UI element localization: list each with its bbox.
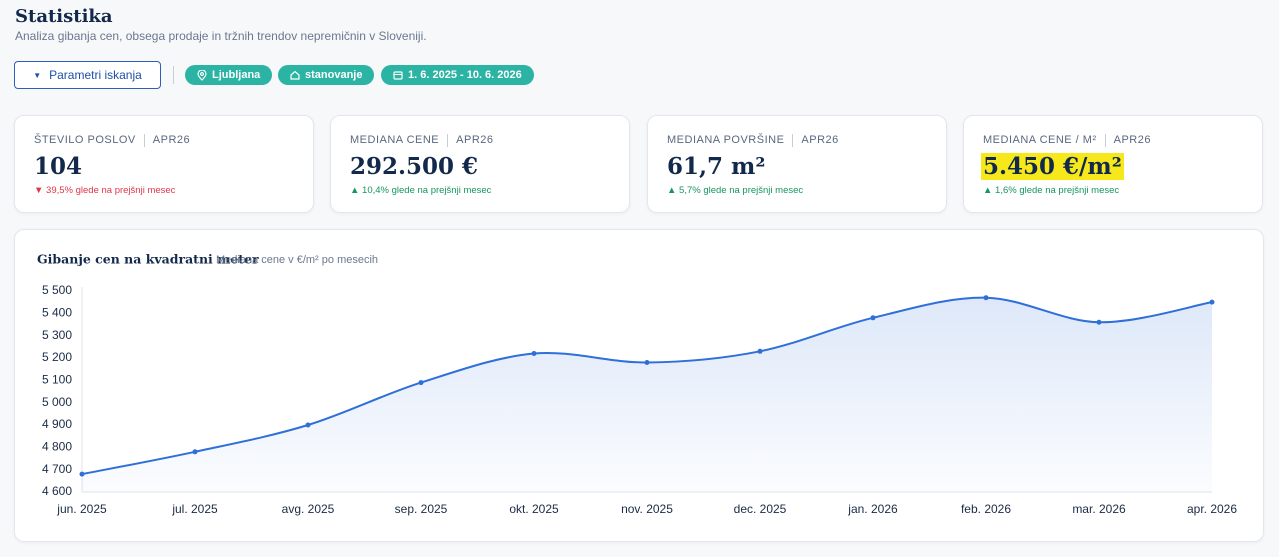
home-icon	[290, 70, 300, 80]
separator	[792, 134, 794, 147]
point	[870, 315, 876, 321]
y-tick-label: 4 900	[42, 417, 72, 431]
chart-title: Gibanje cen na kvadratni meter	[37, 252, 259, 267]
button-label: Parametri iskanja	[49, 68, 142, 82]
x-tick-label: feb. 2026	[961, 502, 1011, 516]
x-tick-label: jul. 2025	[171, 502, 218, 516]
kpi-value: 292.500 €	[350, 153, 479, 180]
x-tick-label: avg. 2025	[282, 502, 335, 516]
calendar-icon	[393, 71, 403, 80]
kpi-value: 61,7 m²	[667, 153, 766, 180]
point	[644, 359, 650, 365]
pill-label: 1. 6. 2025 - 10. 6. 2026	[408, 69, 522, 81]
date-pill[interactable]: 1. 6. 2025 - 10. 6. 2026	[381, 65, 534, 85]
kpi-period: APR26	[152, 134, 191, 146]
chart-subtitle: Mediana cene v €/m² po mesecih	[216, 254, 378, 266]
point	[418, 380, 424, 386]
kpi-label: MEDIANA POVRŠINE	[667, 134, 785, 146]
kpi-value: 5.450 €/m²	[981, 153, 1124, 180]
separator	[447, 134, 449, 147]
kpi-label: ŠTEVILO POSLOV	[34, 134, 136, 146]
kpi-change: ▲ 1,6% glede na prejšnji mesec	[983, 185, 1120, 196]
separator	[1104, 134, 1106, 147]
kpi-card: MEDIANA CENE APR26 292.500 € ▲ 10,4% glede …	[330, 115, 630, 213]
location-pill[interactable]: Ljubljana	[185, 65, 273, 85]
y-tick-label: 5 300	[42, 328, 72, 342]
kpi-change: ▲ 5,7% glede na prejšnji mesec	[667, 185, 804, 196]
x-tick-label: okt. 2025	[509, 502, 559, 516]
y-tick-label: 4 700	[42, 462, 72, 476]
x-tick-label: apr. 2026	[1187, 502, 1237, 516]
kpi-card: MEDIANA POVRŠINE APR26 61,7 m² ▲ 5,7% glede…	[647, 115, 947, 213]
kpi-value: 104	[34, 153, 83, 180]
kpi-header: MEDIANA CENE APR26	[350, 134, 494, 147]
kpi-header: ŠTEVILO POSLOV APR26	[34, 134, 190, 147]
kpi-card: ŠTEVILO POSLOV APR26 104 ▼ 39,5% glede na p…	[14, 115, 314, 213]
x-tick-label: sep. 2025	[395, 502, 448, 516]
kpi-change: ▲ 10,4% glede na prejšnji mesec	[350, 185, 492, 196]
pill-label: stanovanje	[305, 69, 363, 81]
x-tick-label: mar. 2026	[1072, 502, 1126, 516]
point	[983, 295, 989, 301]
search-params-button[interactable]: ▼ Parametri iskanja	[14, 61, 161, 89]
kpi-header: MEDIANA CENE / M² APR26	[983, 134, 1151, 147]
y-tick-label: 5 500	[42, 283, 72, 297]
kpi-change: ▼ 39,5% glede na prejšnji mesec	[34, 185, 176, 196]
y-tick-label: 5 100	[42, 373, 72, 387]
point	[1096, 319, 1102, 325]
kpi-period: APR26	[456, 134, 494, 146]
kpi-card: MEDIANA CENE / M² APR26 5.450 €/m² ▲ 1,6% g…	[963, 115, 1263, 213]
point	[79, 471, 85, 477]
point	[1209, 299, 1215, 305]
pill-label: Ljubljana	[212, 69, 261, 81]
separator	[143, 134, 145, 147]
y-tick-label: 5 200	[42, 350, 72, 364]
kpi-header: MEDIANA POVRŠINE APR26	[667, 134, 839, 147]
area	[82, 297, 1212, 492]
x-tick-label: jun. 2025	[56, 502, 107, 516]
point	[305, 422, 311, 428]
y-tick-label: 5 400	[42, 306, 72, 320]
page-subtitle: Analiza gibanja cen, obsega prodaje in t…	[15, 29, 427, 43]
kpi-label: MEDIANA CENE / M²	[983, 134, 1097, 146]
separator	[173, 66, 174, 84]
kpi-label: MEDIANA CENE	[350, 134, 440, 146]
point	[531, 351, 537, 357]
y-tick-label: 4 600	[42, 484, 72, 498]
type-pill[interactable]: stanovanje	[278, 65, 375, 85]
pin-icon	[197, 69, 207, 81]
kpi-period: APR26	[1113, 134, 1151, 146]
page-title: Statistika	[15, 6, 113, 27]
x-tick-label: nov. 2025	[621, 502, 673, 516]
y-tick-label: 4 800	[42, 440, 72, 454]
x-tick-label: jan. 2026	[847, 502, 898, 516]
y-tick-label: 5 000	[42, 395, 72, 409]
point	[757, 348, 763, 354]
point	[192, 449, 198, 455]
x-tick-label: dec. 2025	[734, 502, 787, 516]
kpi-period: APR26	[801, 134, 839, 146]
